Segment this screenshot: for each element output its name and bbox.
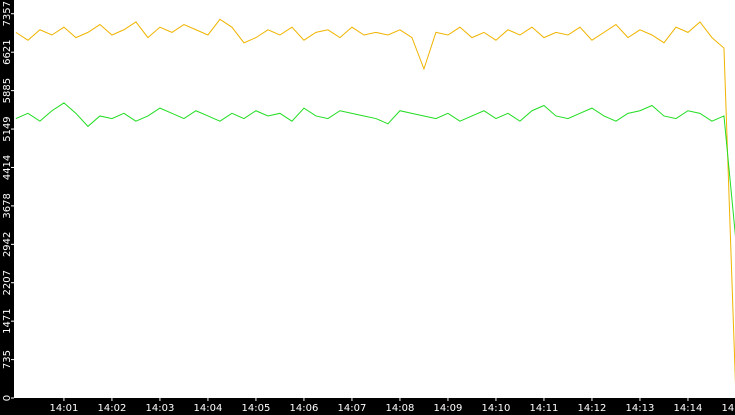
- x-tick-label: 14:04: [194, 403, 223, 414]
- y-tick-label: 0: [2, 395, 13, 401]
- x-tick-label: 14:14: [674, 403, 703, 414]
- x-tick-label: 14:11: [530, 403, 559, 414]
- series-line: [15, 18, 735, 385]
- x-tick-label: 14:06: [290, 403, 319, 414]
- x-tick-label: 14:07: [338, 403, 367, 414]
- y-tick-label: 4414: [2, 155, 13, 180]
- y-tick-label: 2207: [2, 270, 13, 295]
- x-tick-label: 14:13: [626, 403, 655, 414]
- plot-area: [14, 0, 735, 398]
- y-tick-label: 6621: [2, 39, 13, 64]
- y-tick-label: 5149: [2, 116, 13, 141]
- x-tick-label: 14:05: [242, 403, 271, 414]
- x-tick-label: 14:08: [386, 403, 415, 414]
- y-tick-label: 1471: [2, 308, 13, 333]
- x-tick-label: 14:12: [578, 403, 607, 414]
- x-tick-label: 14:01: [50, 403, 79, 414]
- series-line: [15, 102, 735, 237]
- y-tick-label: 7357: [2, 1, 13, 26]
- y-tick-label: 5885: [2, 78, 13, 103]
- y-tick-label: 2942: [2, 232, 13, 257]
- y-tick-label: 735: [2, 350, 13, 369]
- x-tick-label: 14:02: [98, 403, 127, 414]
- x-tick-label: 14:09: [434, 403, 463, 414]
- x-tick-label: 14:10: [482, 403, 511, 414]
- x-tick-label: 14:15: [722, 403, 735, 414]
- x-tick-label: 14:03: [146, 403, 175, 414]
- y-tick-label: 3678: [2, 193, 13, 218]
